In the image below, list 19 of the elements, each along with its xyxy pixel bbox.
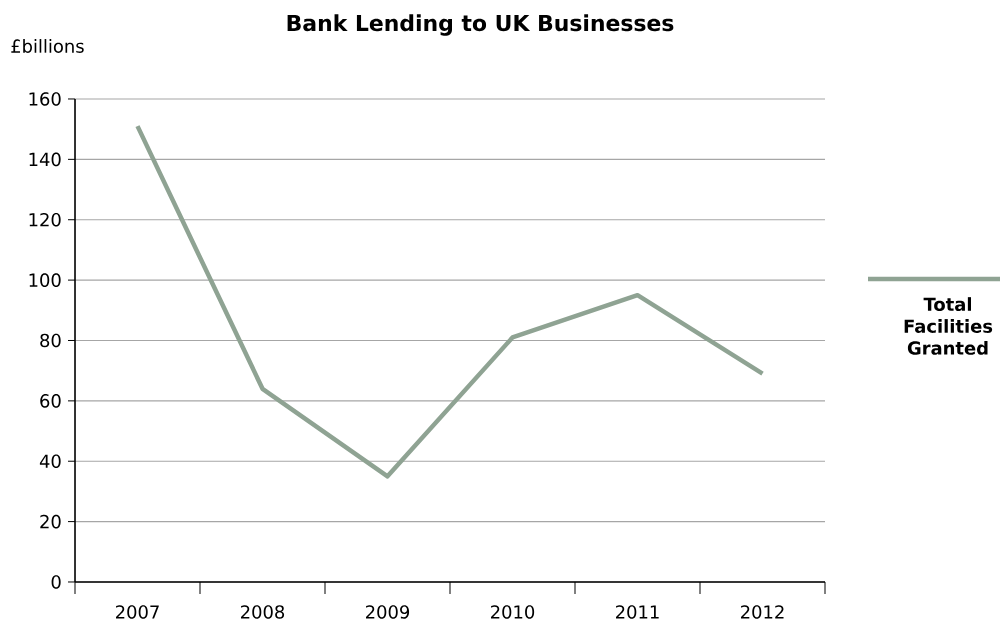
y-tick-label: 60 xyxy=(40,394,61,408)
x-tick-label: 2011 xyxy=(616,605,659,619)
x-tick-label: 2008 xyxy=(241,605,285,619)
chart-title: Bank Lending to UK Businesses xyxy=(287,14,674,36)
y-tick-label: 20 xyxy=(40,514,61,529)
y-tick-label: 80 xyxy=(40,333,61,348)
x-tick-label: 2010 xyxy=(491,605,535,619)
x-tick-label: 2012 xyxy=(741,605,784,619)
x-tick-label: 2009 xyxy=(366,605,410,619)
y-tick-label: 40 xyxy=(39,454,61,469)
text: Total Facilities Granted xyxy=(904,297,993,355)
y-tick-label: 100 xyxy=(29,273,61,287)
y-tick-label: 140 xyxy=(29,152,61,167)
x-tick-label: 2007 xyxy=(116,605,159,619)
line-series xyxy=(135,123,765,479)
y-tick-label: 160 xyxy=(29,92,61,106)
y-axis-title: £billions xyxy=(11,39,84,53)
y-tick-label: 120 xyxy=(29,212,61,227)
y-tick-label: 0 xyxy=(51,575,61,589)
